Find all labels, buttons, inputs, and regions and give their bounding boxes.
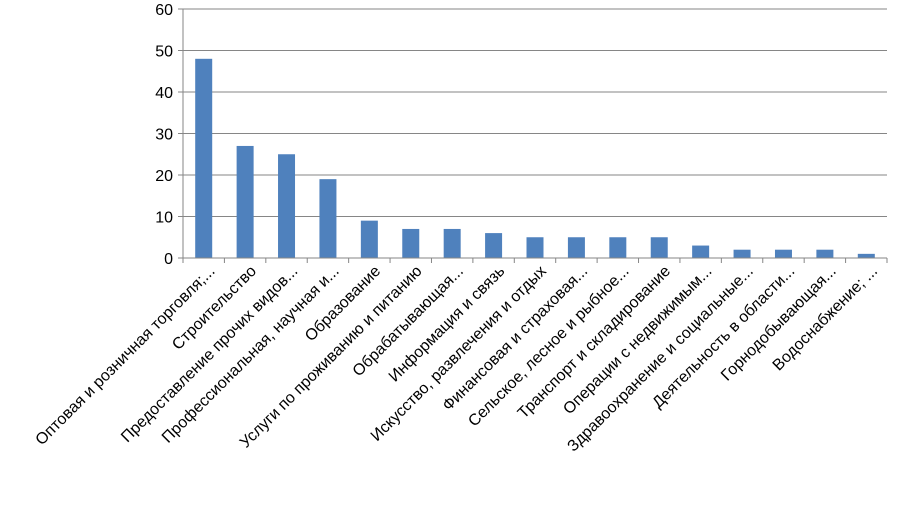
bar: [236, 145, 254, 258]
y-tick-label: 50: [155, 44, 173, 61]
bar: [195, 58, 213, 258]
bar: [567, 237, 585, 258]
bars: [195, 58, 875, 258]
bar: [857, 253, 875, 258]
bar: [319, 179, 337, 258]
bar: [278, 154, 296, 258]
y-tick-label: 0: [164, 251, 173, 268]
bar: [774, 249, 792, 258]
gridlines: [183, 8, 887, 217]
y-tick-label: 10: [155, 210, 173, 227]
bar: [609, 237, 627, 258]
x-axis-labels: Оптовая и розничная торговля;...Строител…: [33, 263, 882, 455]
bar: [733, 249, 751, 258]
y-tick-label: 40: [155, 85, 173, 102]
bar: [443, 228, 461, 258]
bar: [816, 249, 834, 258]
y-tick-label: 30: [155, 127, 173, 144]
bar: [526, 237, 544, 258]
bar: [360, 220, 378, 258]
y-tick-label: 20: [155, 168, 173, 185]
y-tick-label: 60: [155, 2, 173, 19]
bar: [692, 245, 710, 258]
x-axis: [182, 257, 888, 263]
y-axis-ticks: 0 10 20 30 40 50 60: [155, 2, 184, 268]
bar: [402, 228, 420, 258]
bar: [485, 233, 503, 258]
bar: [650, 237, 668, 258]
